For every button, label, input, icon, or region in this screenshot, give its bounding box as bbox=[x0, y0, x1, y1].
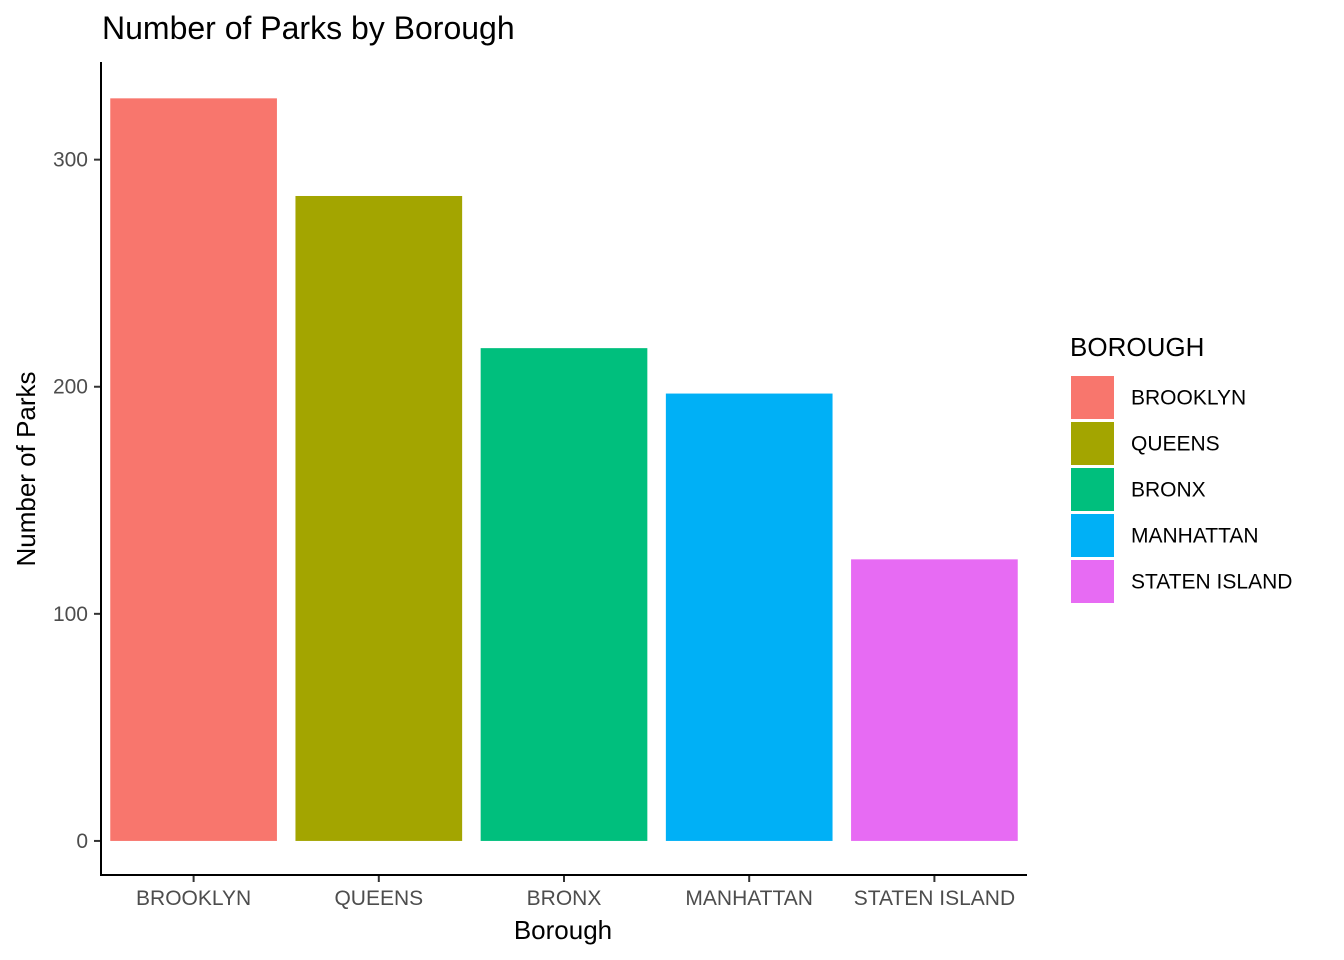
x-tick-label: MANHATTAN bbox=[685, 887, 813, 910]
legend-label: BROOKLYN bbox=[1131, 387, 1246, 410]
y-axis-title: Number of Parks bbox=[11, 371, 41, 566]
y-tick-label: 200 bbox=[53, 376, 88, 399]
legend-key-brooklyn bbox=[1071, 376, 1114, 419]
y-tick-label: 0 bbox=[76, 830, 88, 853]
legend-key-manhattan bbox=[1071, 514, 1114, 557]
x-tick-label: STATEN ISLAND bbox=[854, 887, 1015, 910]
legend-label: BRONX bbox=[1131, 479, 1206, 502]
legend-label: MANHATTAN bbox=[1131, 525, 1259, 548]
bar-staten-island bbox=[851, 559, 1018, 841]
bar-manhattan bbox=[665, 393, 833, 841]
y-axis-ticks: 0 100 200 300 bbox=[53, 149, 101, 853]
x-tick-label: BRONX bbox=[527, 887, 602, 910]
bar-bronx bbox=[480, 348, 648, 841]
x-tick-label: QUEENS bbox=[334, 887, 423, 910]
chart-title: Number of Parks by Borough bbox=[102, 10, 515, 46]
bar-brooklyn bbox=[110, 98, 277, 841]
legend-label: STATEN ISLAND bbox=[1131, 571, 1292, 594]
legend-label: QUEENS bbox=[1131, 433, 1220, 456]
x-axis-title: Borough bbox=[514, 915, 612, 945]
bar-queens bbox=[295, 195, 463, 841]
x-tick-label: BROOKLYN bbox=[136, 887, 251, 910]
legend-key-bronx bbox=[1071, 468, 1114, 511]
legend-key-staten-island bbox=[1071, 560, 1114, 603]
x-axis-ticks: BROOKLYN QUEENS BRONX MANHATTAN STATEN ISLAN… bbox=[136, 875, 1015, 910]
legend-title: BOROUGH bbox=[1070, 332, 1204, 362]
legend: BOROUGH BROOKLYN QUEENS BRONX MANHATTAN STAT… bbox=[1070, 332, 1292, 603]
y-tick-label: 300 bbox=[53, 149, 88, 172]
legend-key-queens bbox=[1071, 422, 1114, 465]
bars-group bbox=[110, 98, 1018, 841]
y-tick-label: 100 bbox=[53, 603, 88, 626]
